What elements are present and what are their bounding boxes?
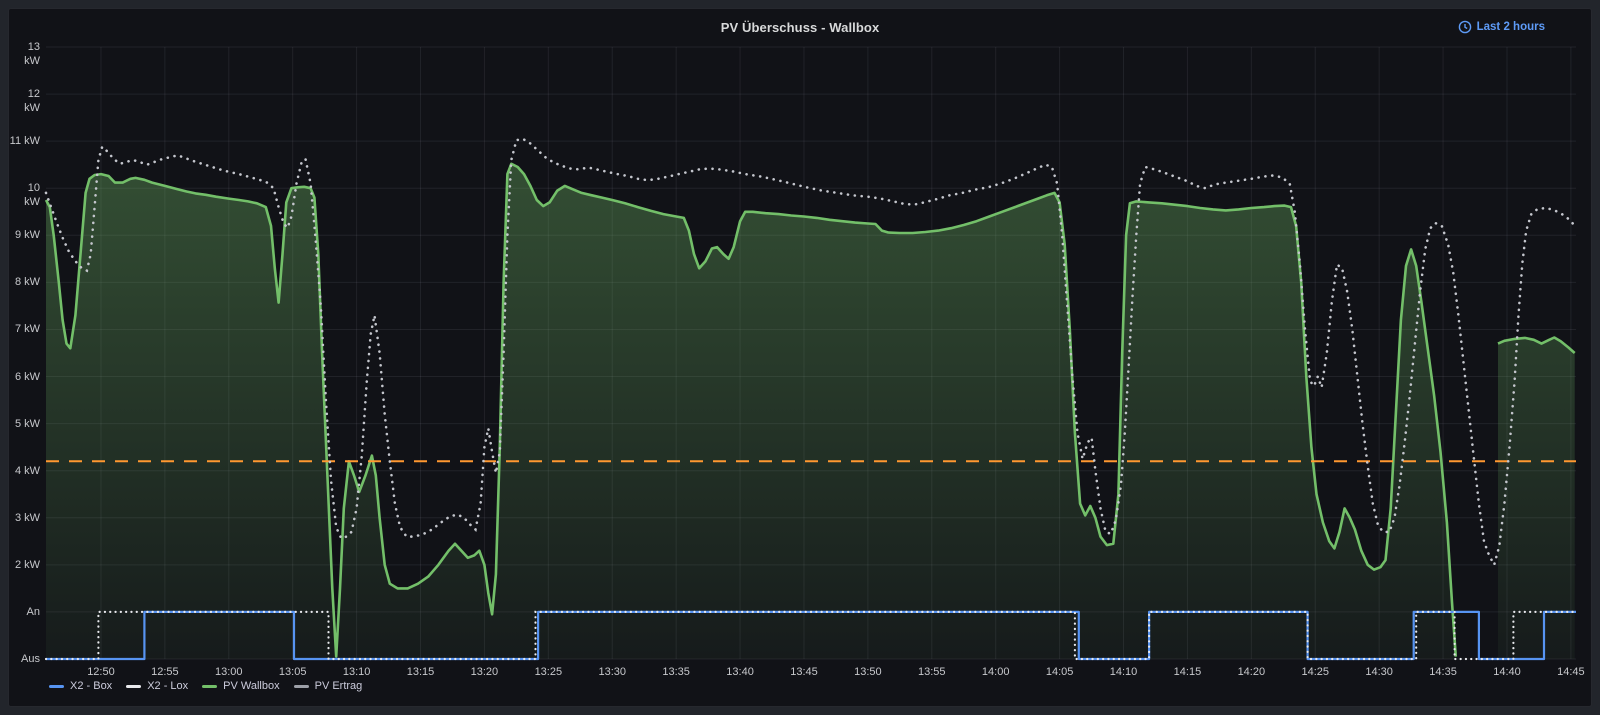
y-axis-label: Aus (21, 653, 40, 665)
x-axis-label: 14:00 (981, 666, 1010, 678)
panel-title: PV Überschuss - Wallbox (720, 20, 880, 35)
panel-header: PV Überschuss - Wallbox Last 2 hours (9, 9, 1591, 41)
x-axis-label: 13:25 (534, 666, 563, 678)
legend-item-pv-ertrag[interactable]: PV Ertrag (293, 680, 363, 692)
x-axis-label: 14:35 (1429, 666, 1457, 678)
y-axis-label: 8 kW (14, 276, 40, 289)
y-axis-label: 9 kW (14, 229, 40, 242)
series-pv-wallbox-area (1498, 337, 1575, 659)
series-pv-wallbox-line (44, 162, 1458, 658)
x-axis-label: 14:05 (1045, 666, 1074, 678)
series-pv-wallbox-line (1497, 336, 1576, 354)
legend-label: PV Ertrag (314, 680, 363, 692)
x-axis-label: 14:45 (1557, 666, 1585, 678)
x-axis-label: 14:40 (1493, 666, 1521, 678)
x-axis-label: 14:10 (1109, 666, 1138, 678)
x-axis-label: 13:45 (790, 666, 818, 678)
grafana-panel: PV Überschuss - Wallbox Last 2 hours 13 … (8, 8, 1592, 707)
x-axis-label: 13:35 (662, 666, 690, 678)
legend-item-x2-box[interactable]: X2 - Box (49, 680, 112, 692)
legend: X2 - Box X2 - Lox PV Wallbox PV Ertrag (49, 680, 362, 692)
x-axis-label: 13:40 (726, 666, 754, 678)
y-axis-label: 12 kW (24, 88, 40, 115)
x-axis-label: 13:00 (215, 666, 243, 678)
x-axis-label: 13:30 (598, 666, 626, 678)
y-axis-label: 5 kW (14, 417, 40, 430)
x-axis-label: 14:20 (1237, 666, 1266, 678)
series-x2-lox-line (44, 610, 1578, 661)
y-axis-label: 11 kW (9, 135, 40, 148)
x-axis-label: 13:15 (406, 666, 435, 678)
legend-item-x2-lox[interactable]: X2 - Lox (126, 680, 188, 692)
timeseries-chart (44, 46, 1578, 661)
legend-swatch (49, 684, 64, 688)
x-axis-label: 13:10 (342, 666, 371, 678)
y-axis-label: 4 kW (14, 464, 40, 477)
y-axis-label: 13 kW (24, 41, 40, 67)
legend-label: PV Wallbox (223, 680, 280, 692)
x-axis-label: 12:50 (87, 666, 115, 678)
time-range-label: Last 2 hours (1476, 21, 1545, 33)
y-axis-label: 10 kW (24, 182, 40, 209)
x-axis-label: 13:55 (918, 666, 946, 678)
x-axis-label: 13:20 (470, 666, 499, 678)
legend-label: X2 - Box (70, 680, 113, 692)
clock-icon (1458, 20, 1472, 34)
y-axis-label: 2 kW (14, 558, 40, 571)
x-axis-label: 14:25 (1301, 666, 1329, 678)
y-axis-label: 7 kW (14, 323, 40, 336)
y-axis-label: An (26, 605, 40, 618)
time-range-picker[interactable]: Last 2 hours (1458, 20, 1545, 34)
x-axis-label: 14:15 (1173, 666, 1202, 678)
x-axis-label: 13:05 (278, 666, 307, 678)
series-pv-ertrag-line (44, 137, 1576, 569)
legend-label: X2 - Lox (147, 680, 189, 692)
chart-plot-area[interactable] (44, 46, 1578, 661)
x-axis-label: 14:30 (1365, 666, 1393, 678)
legend-swatch (202, 684, 218, 688)
series-pv-wallbox-area (46, 163, 1456, 660)
y-axis-label: 6 kW (14, 370, 40, 383)
x-axis-label: 13:50 (854, 666, 882, 678)
legend-item-pv-wallbox[interactable]: PV Wallbox (202, 680, 280, 692)
x-axis-label: 12:55 (151, 666, 179, 678)
y-axis-label: 3 kW (14, 511, 40, 524)
legend-swatch (126, 684, 142, 688)
legend-swatch (293, 684, 309, 688)
